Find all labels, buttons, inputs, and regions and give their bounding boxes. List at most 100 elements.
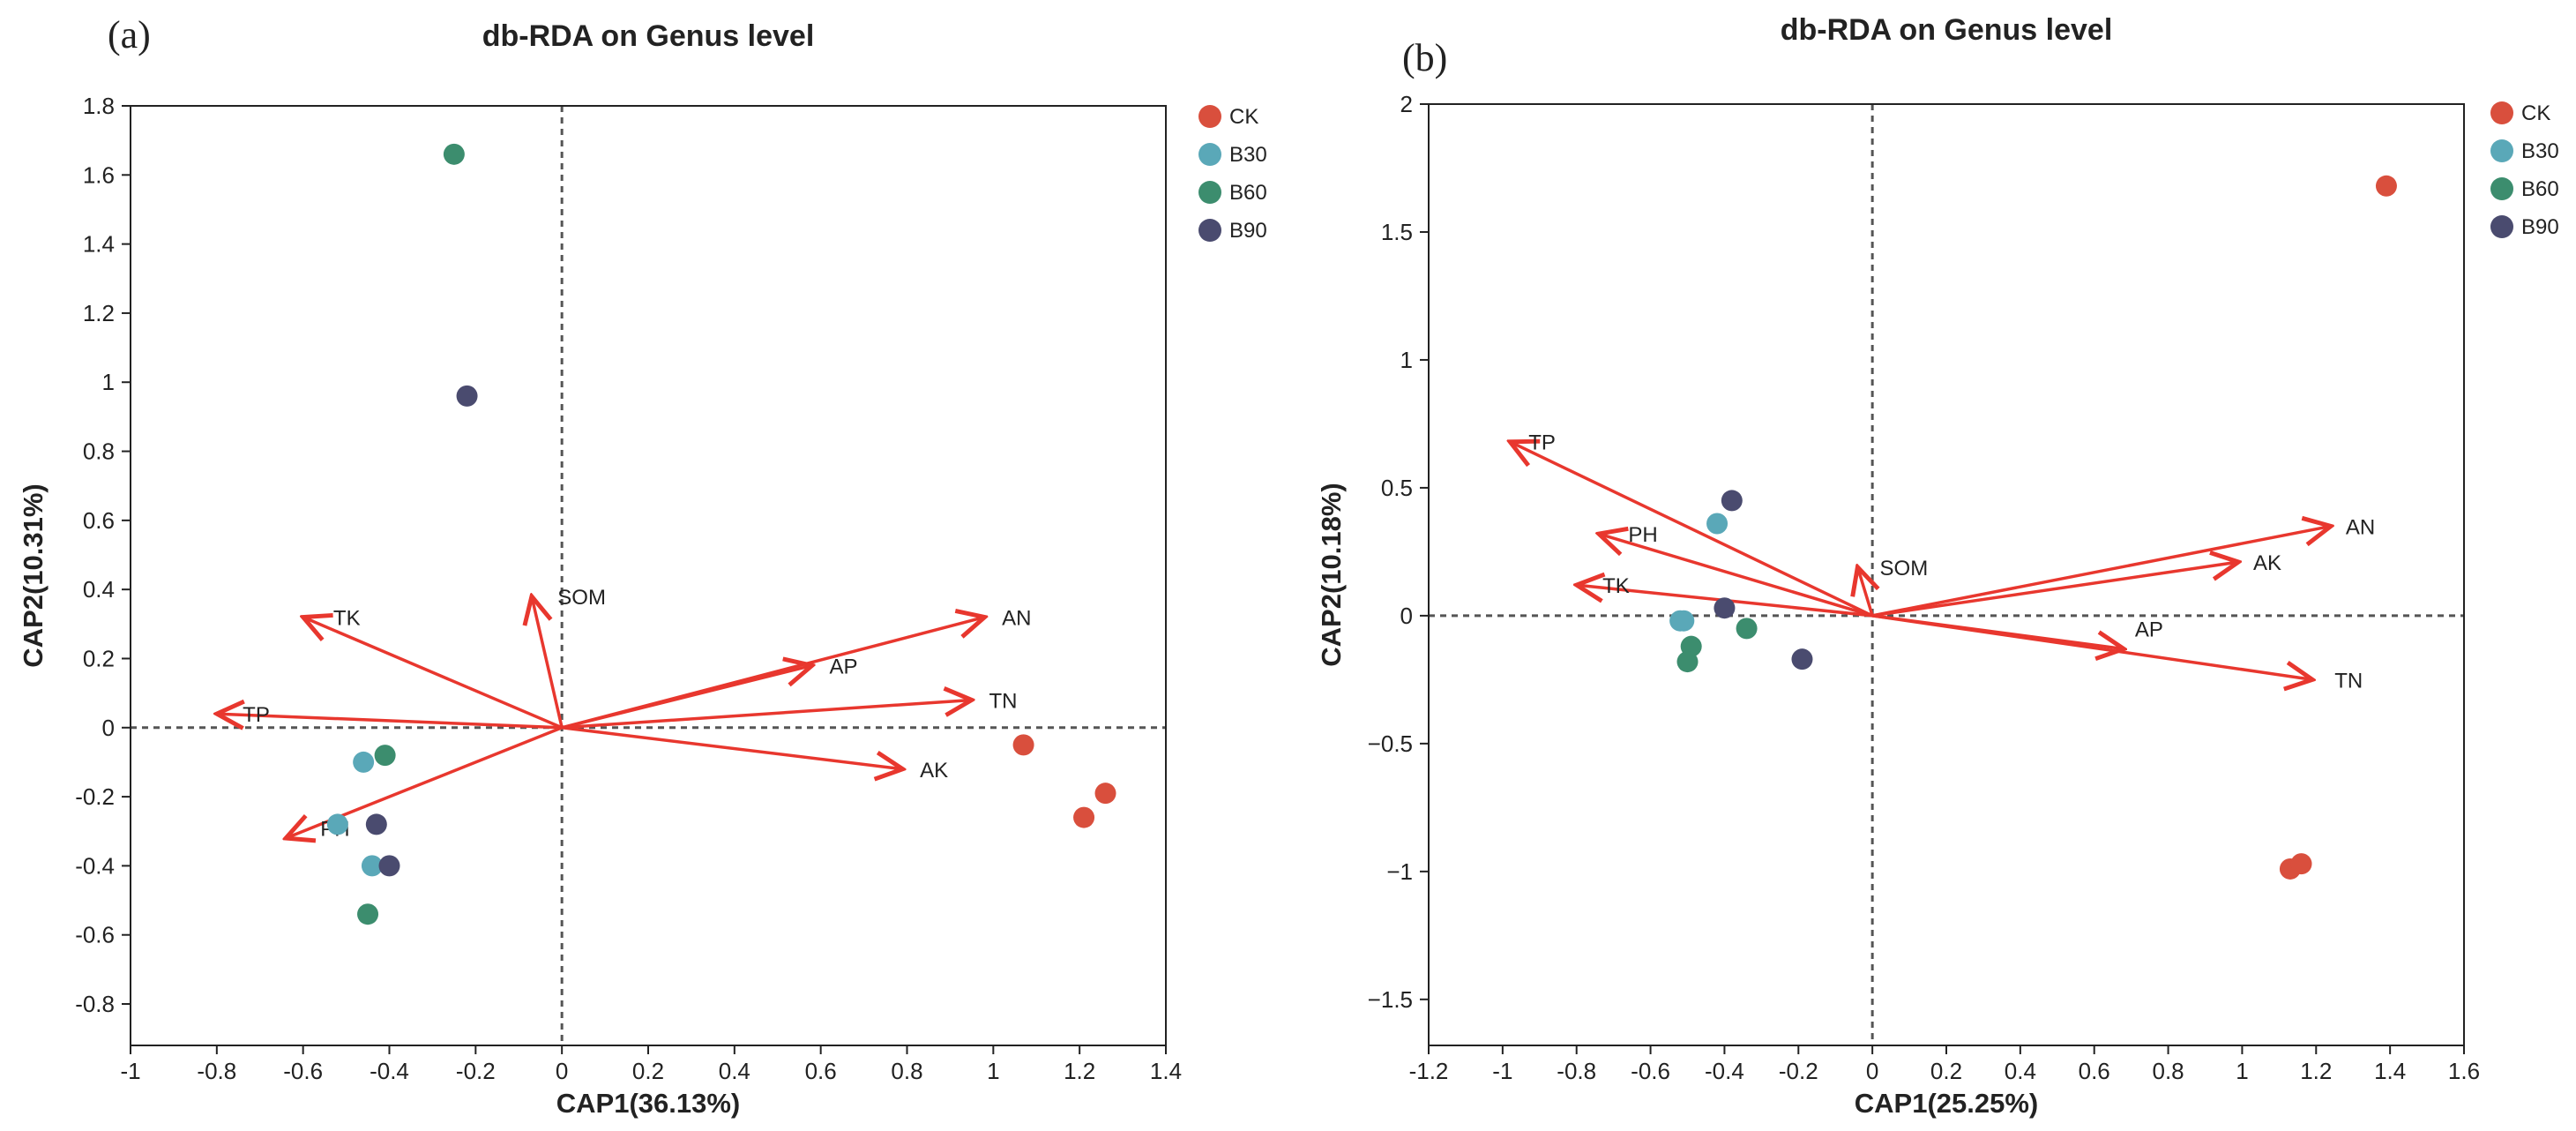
y-tick-label: 0	[102, 715, 115, 741]
arrow-label-tn: TN	[2334, 669, 2363, 693]
arrow-label-som: SOM	[557, 586, 606, 610]
point-b30	[353, 751, 375, 773]
x-tick-label: 1	[2236, 1058, 2248, 1084]
legend-label-ck: CK	[2521, 101, 2550, 125]
x-tick-label: 0.4	[2005, 1058, 2036, 1084]
y-tick-label: 1.6	[83, 161, 115, 188]
panel-label-a: (a)	[108, 13, 151, 56]
arrow-tp	[217, 714, 563, 728]
point-b60	[443, 143, 465, 165]
x-tick-label: 0.6	[805, 1058, 837, 1084]
arrow-an	[1871, 526, 2331, 618]
arrow-label-ap: AP	[829, 655, 857, 678]
x-tick-label: 0.2	[1930, 1058, 1962, 1084]
point-ck	[2375, 175, 2397, 197]
y-tick-label: 1.2	[83, 300, 115, 326]
arrow-ap	[561, 665, 812, 730]
arrow-ak	[561, 726, 902, 769]
chart-title: db-RDA on Genus level	[1781, 13, 2113, 47]
point-b60	[1736, 618, 1758, 640]
y-axis-title: CAP2(10.31%)	[18, 483, 49, 667]
arrow-tp	[1510, 442, 1873, 618]
point-ck	[1012, 734, 1034, 756]
x-tick-label: -1	[1492, 1058, 1512, 1084]
x-tick-label: -0.6	[283, 1058, 323, 1084]
x-tick-label: -0.8	[197, 1058, 236, 1084]
y-tick-label: 0	[1400, 603, 1413, 629]
arrow-som	[532, 596, 564, 729]
legend-marker-b30	[1198, 143, 1221, 166]
arrow-ph	[1599, 534, 1873, 618]
x-tick-label: -0.2	[456, 1058, 496, 1084]
legend-label-b30: B30	[2521, 139, 2559, 163]
point-ck	[1094, 783, 1116, 805]
point-b30	[326, 813, 348, 835]
y-tick-label: 1.4	[83, 231, 115, 258]
y-tick-label: -0.6	[75, 922, 115, 948]
legend-label-b30: B30	[1229, 143, 1267, 167]
chart-b: db-RDA on Genus level -1.2 -1 -0.8 -0.6 -0.4 -…	[1316, 13, 2559, 1119]
chart-a: db-RDA on Genus level -1 -0.8 -0.6 -0.4 -0.2 0…	[18, 19, 1267, 1119]
x-tick-label: -0.6	[1631, 1058, 1670, 1084]
y-axis-title: CAP2(10.18%)	[1316, 483, 1347, 666]
arrow-label-an: AN	[1002, 606, 1031, 630]
arrow-tn	[562, 700, 972, 730]
arrow-label-ap: AP	[2135, 618, 2163, 641]
panel-a: (a) db-RDA on Genus level -1 -0.8 -0.6 -0.4 -…	[18, 13, 1267, 1119]
point-b90	[1714, 597, 1736, 619]
x-tick-label: 1.2	[1064, 1058, 1095, 1084]
x-tick-label: 1	[987, 1058, 999, 1084]
y-tick-label: −1.5	[1368, 986, 1413, 1013]
plot-frame	[130, 105, 1167, 1046]
arrow-label-tn: TN	[989, 689, 1017, 713]
arrow-label-ak: AK	[2253, 551, 2281, 575]
arrow-label-tk: TK	[333, 606, 361, 630]
arrow-tn	[1871, 614, 2312, 679]
point-b30	[361, 855, 383, 877]
arrow-tk	[303, 617, 563, 730]
point-ck	[2290, 853, 2312, 875]
y-tick-label: 1.8	[83, 93, 115, 119]
x-tick-label: -1.2	[1409, 1058, 1449, 1084]
panel-b: (b) db-RDA on Genus level -1.2 -1 -0.8 -0.6 -…	[1288, 0, 2575, 1131]
point-b60	[357, 903, 379, 925]
point-b60	[1676, 651, 1699, 673]
y-tick-label: 0.2	[83, 645, 115, 671]
point-b90	[378, 855, 400, 877]
y-tick-label: 1.5	[1381, 219, 1413, 245]
arrow-label-ak: AK	[920, 759, 948, 783]
arrow-label-an: AN	[2346, 515, 2375, 539]
arrow-som	[1857, 567, 1872, 617]
legend-label-b90: B90	[2521, 215, 2559, 239]
x-tick-label: 0.2	[632, 1058, 664, 1084]
point-b60	[374, 745, 396, 767]
arrow-ak	[1871, 562, 2238, 618]
point-b90	[1791, 648, 1813, 670]
arrow-label-tp: TP	[1528, 431, 1556, 455]
y-tick-label: 2	[1400, 91, 1413, 117]
legend-marker-b60	[2490, 177, 2513, 200]
x-tick-label: -0.2	[1779, 1058, 1818, 1084]
point-b90	[365, 813, 387, 835]
legend-marker-ck	[1198, 105, 1221, 128]
y-tick-label: -0.4	[75, 852, 115, 879]
x-tick-label: 1.4	[2374, 1058, 2406, 1084]
y-tick-label: −0.5	[1368, 730, 1413, 757]
legend-marker-ck	[2490, 101, 2513, 124]
legend-label-b60: B60	[2521, 177, 2559, 201]
legend-marker-b90	[2490, 215, 2513, 238]
legend-label-ck: CK	[1229, 105, 1258, 129]
x-tick-label: 1.4	[1150, 1058, 1182, 1084]
chart-title: db-RDA on Genus level	[482, 19, 815, 53]
arrow-label-tp: TP	[243, 703, 270, 727]
y-tick-label: 0.6	[83, 507, 115, 534]
arrow-label-som: SOM	[1880, 557, 1929, 580]
x-tick-label: 0	[1866, 1058, 1878, 1084]
y-tick-label: 0.5	[1381, 475, 1413, 501]
x-tick-label: 0.6	[2079, 1058, 2110, 1084]
x-tick-label: -0.8	[1557, 1058, 1596, 1084]
y-tick-label: 0.8	[83, 438, 115, 465]
point-b90	[1721, 490, 1743, 512]
legend-marker-b30	[2490, 139, 2513, 162]
legend-label-b60: B60	[1229, 181, 1267, 205]
